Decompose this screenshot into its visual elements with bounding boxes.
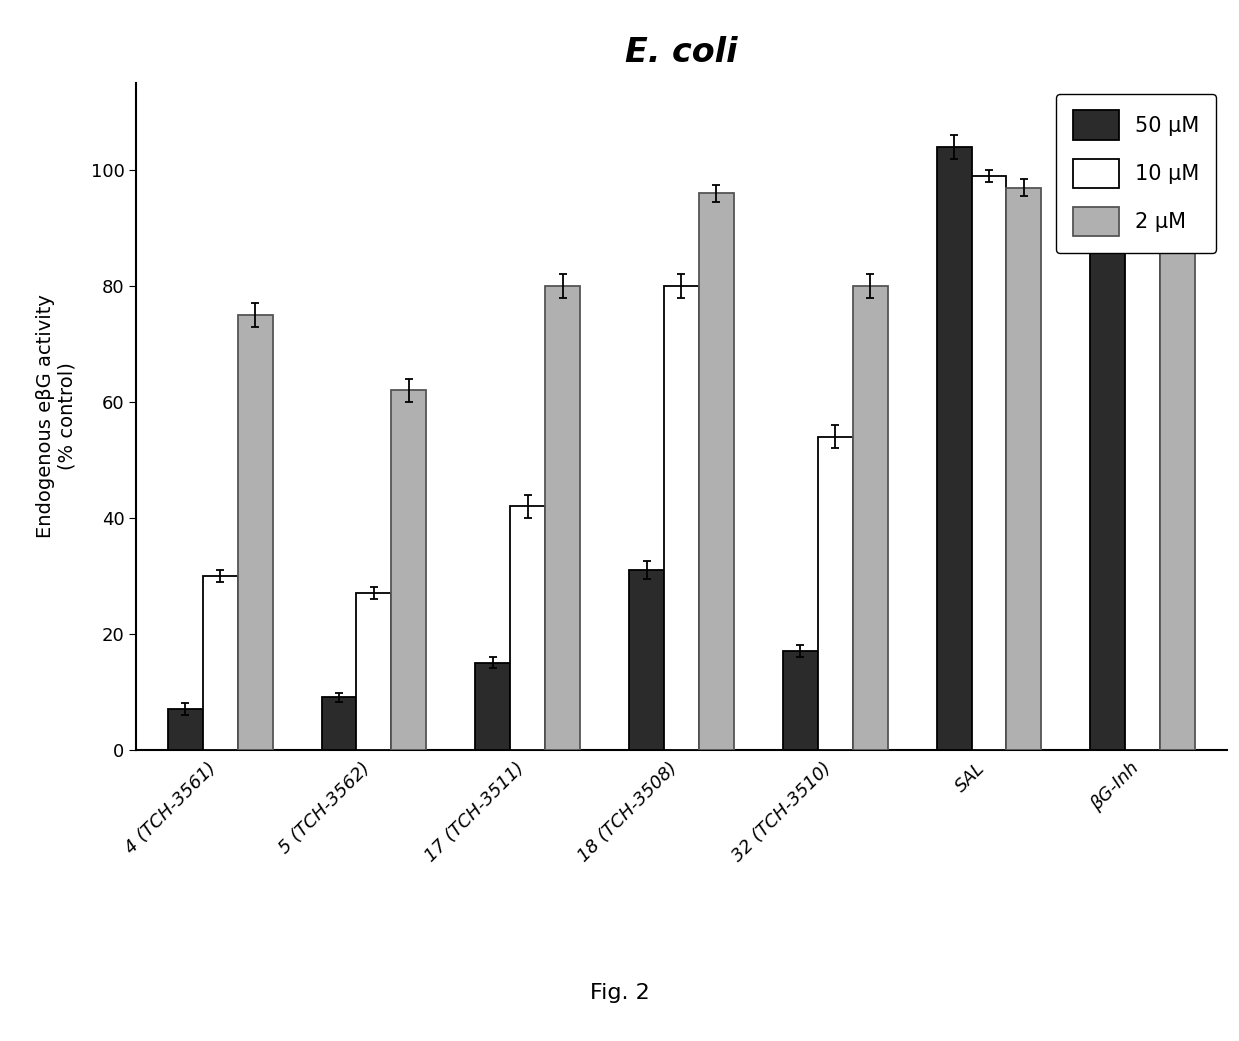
Bar	[1006, 187, 1042, 750]
Bar	[167, 709, 203, 750]
Text: Fig. 2: Fig. 2	[590, 984, 649, 1004]
Bar	[203, 576, 238, 750]
Bar	[783, 651, 818, 750]
Title: E. coli: E. coli	[626, 36, 737, 70]
Bar	[510, 506, 545, 750]
Bar	[852, 286, 887, 750]
Y-axis label: Endogenous eβG activity
(% control): Endogenous eβG activity (% control)	[36, 295, 77, 538]
Bar	[971, 176, 1006, 750]
Bar	[664, 286, 699, 750]
Bar	[545, 286, 580, 750]
Bar	[357, 593, 392, 750]
Bar	[1160, 176, 1196, 750]
Bar	[937, 147, 971, 750]
Bar	[476, 663, 510, 750]
Bar	[1090, 164, 1125, 750]
Bar	[699, 194, 733, 750]
Bar	[629, 569, 664, 750]
Bar	[238, 315, 273, 750]
Legend: 50 μM, 10 μM, 2 μM: 50 μM, 10 μM, 2 μM	[1056, 94, 1217, 253]
Bar	[818, 436, 852, 750]
Bar	[321, 697, 357, 750]
Bar	[1125, 210, 1160, 750]
Bar	[392, 390, 426, 750]
